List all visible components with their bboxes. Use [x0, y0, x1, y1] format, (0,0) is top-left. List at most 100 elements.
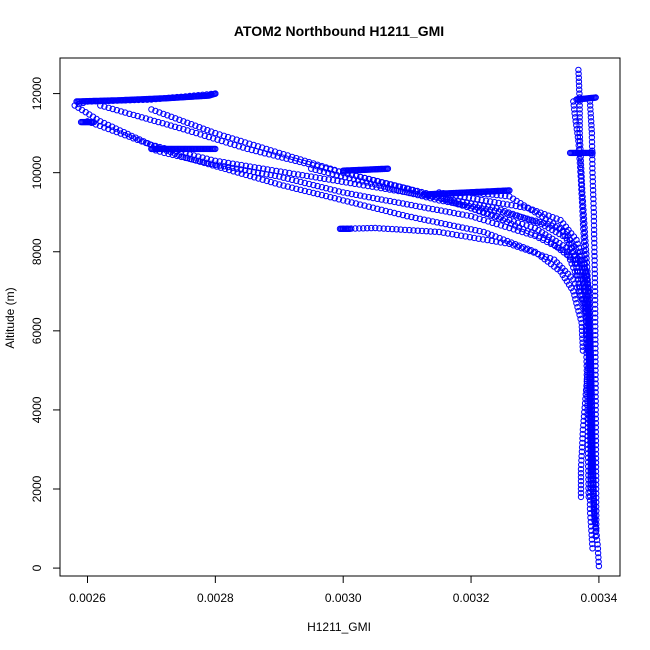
data-point [592, 318, 599, 326]
data-point [538, 229, 546, 236]
data-point [499, 209, 507, 216]
data-point [592, 477, 600, 484]
data-point [423, 228, 430, 235]
data-point [575, 66, 582, 74]
data-point [301, 187, 308, 195]
data-point [346, 225, 353, 233]
data-point [576, 159, 584, 167]
data-point [577, 477, 585, 485]
data-point [244, 145, 251, 153]
data-point [238, 170, 245, 177]
data-point [582, 283, 589, 290]
data-point [200, 125, 207, 132]
data-point [568, 244, 576, 252]
data-point [471, 234, 478, 242]
data-point [308, 173, 315, 180]
data-point [572, 260, 579, 267]
data-point [541, 211, 548, 218]
data-point [593, 512, 600, 519]
data-point [587, 102, 594, 109]
data-point [416, 215, 424, 223]
data-point [591, 274, 599, 282]
data-point [212, 157, 219, 165]
data-point [152, 107, 159, 115]
data-point [382, 197, 389, 204]
data-point [582, 323, 590, 330]
data-point [167, 122, 175, 129]
data-point [184, 119, 191, 127]
data-point [151, 117, 158, 125]
data-point [435, 197, 443, 204]
data-point [474, 204, 481, 211]
data-point [589, 169, 596, 176]
data-point [532, 217, 539, 225]
data-point [583, 358, 590, 365]
data-point [155, 118, 162, 126]
data-point [376, 225, 383, 232]
data-point [577, 493, 585, 501]
data-point [310, 189, 317, 197]
data-point [577, 164, 584, 171]
data-point [589, 156, 596, 163]
data-point [580, 238, 588, 246]
data-point [365, 194, 372, 201]
data-point [205, 160, 212, 168]
data-point [301, 179, 308, 187]
data-point [380, 183, 387, 190]
data-point [589, 540, 596, 548]
data-point [192, 122, 199, 129]
data-point [305, 158, 313, 166]
data-point [286, 169, 293, 177]
y-tick-label: 6000 [30, 317, 44, 344]
data-point [408, 201, 415, 209]
data-point [184, 154, 191, 162]
data-point [146, 116, 154, 123]
data-point [450, 222, 458, 230]
data-point [495, 199, 502, 207]
data-point [589, 178, 596, 185]
data-point [283, 155, 290, 162]
data-point [592, 485, 600, 493]
data-point [589, 149, 596, 157]
data-point [484, 236, 491, 244]
data-point [242, 167, 249, 174]
data-point [588, 138, 596, 146]
data-point [453, 231, 460, 239]
data-point [120, 129, 128, 136]
data-point [449, 231, 456, 238]
data-point [575, 280, 582, 287]
data-point [364, 225, 371, 232]
data-point [586, 323, 593, 330]
data-point [242, 139, 249, 146]
data-point [406, 226, 413, 234]
data-point [579, 439, 586, 447]
data-point [581, 269, 589, 277]
data-point [556, 225, 563, 233]
data-point [265, 151, 273, 158]
data-point [579, 335, 586, 342]
data-point [519, 220, 526, 228]
data-point [461, 201, 468, 209]
data-point [578, 186, 585, 193]
data-point [196, 158, 204, 165]
data-point [580, 234, 587, 241]
data-point [566, 256, 574, 263]
data-point [397, 226, 404, 233]
data-point [329, 170, 336, 178]
data-point [96, 122, 104, 130]
data-point [587, 518, 594, 526]
data-point [578, 327, 586, 334]
data-point [263, 145, 270, 153]
data-point [592, 332, 599, 339]
data-point [578, 165, 585, 172]
data-point [493, 220, 500, 228]
data-point [374, 205, 381, 213]
data-point [586, 340, 593, 347]
data-point [584, 406, 591, 414]
data-points [71, 66, 603, 570]
data-point [246, 140, 253, 147]
data-point [583, 336, 590, 343]
data-point [459, 224, 466, 231]
data-point [344, 190, 351, 197]
